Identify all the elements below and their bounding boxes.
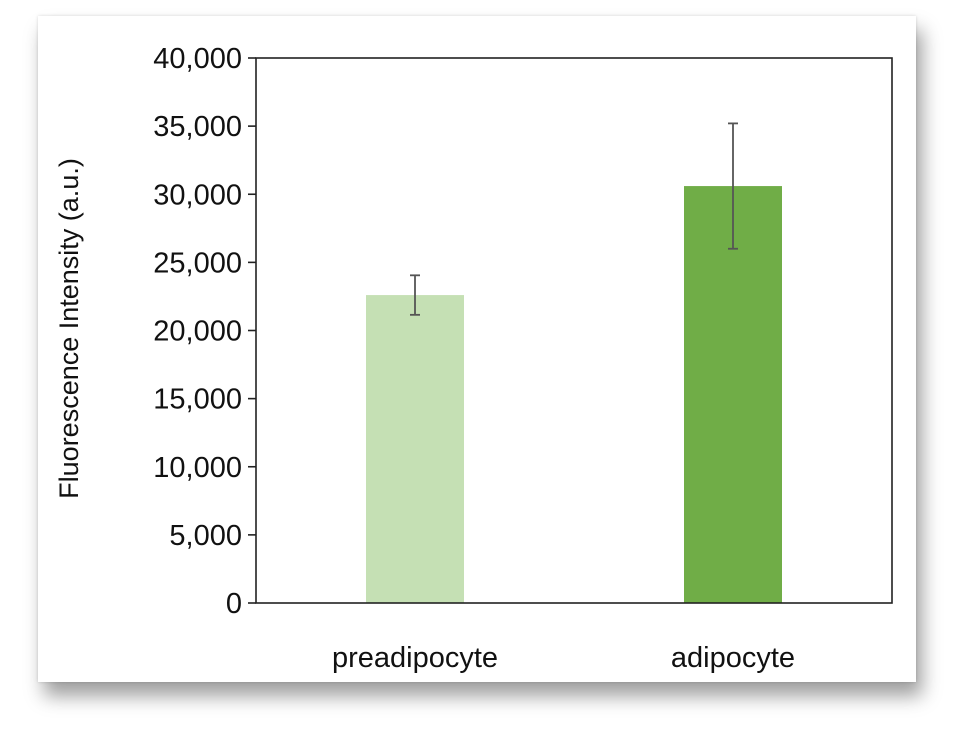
y-ticks: 0 5,000 10,000 15,000 20,000 25,000 30,000 35,0…: [153, 43, 256, 620]
error-bars: [410, 122, 738, 316]
y-tick-label: 10,000: [153, 452, 242, 484]
error-bar-preadipocyte: [410, 274, 420, 316]
y-tick-label: 15,000: [153, 384, 242, 416]
bar-adipocyte: [684, 186, 782, 603]
x-tick-label-preadipocyte: preadipocyte: [332, 642, 498, 674]
y-tick-label: 0: [226, 588, 242, 620]
bar-preadipocyte: [366, 295, 464, 603]
y-tick-label: 5,000: [169, 520, 242, 552]
error-bar-adipocyte: [728, 122, 738, 250]
x-tick-label-adipocyte: adipocyte: [671, 642, 795, 674]
y-tick-label: 20,000: [153, 316, 242, 348]
y-tick-label: 25,000: [153, 247, 242, 279]
x-tick-labels: preadipocyte adipocyte: [332, 642, 795, 674]
y-axis-title: Fluorescence Intensity (a.u.): [54, 158, 84, 499]
bars: [366, 186, 782, 603]
y-tick-label: 30,000: [153, 179, 242, 211]
y-tick-label: 40,000: [153, 43, 242, 75]
y-tick-label: 35,000: [153, 111, 242, 143]
plot-area-frame: [255, 57, 893, 604]
